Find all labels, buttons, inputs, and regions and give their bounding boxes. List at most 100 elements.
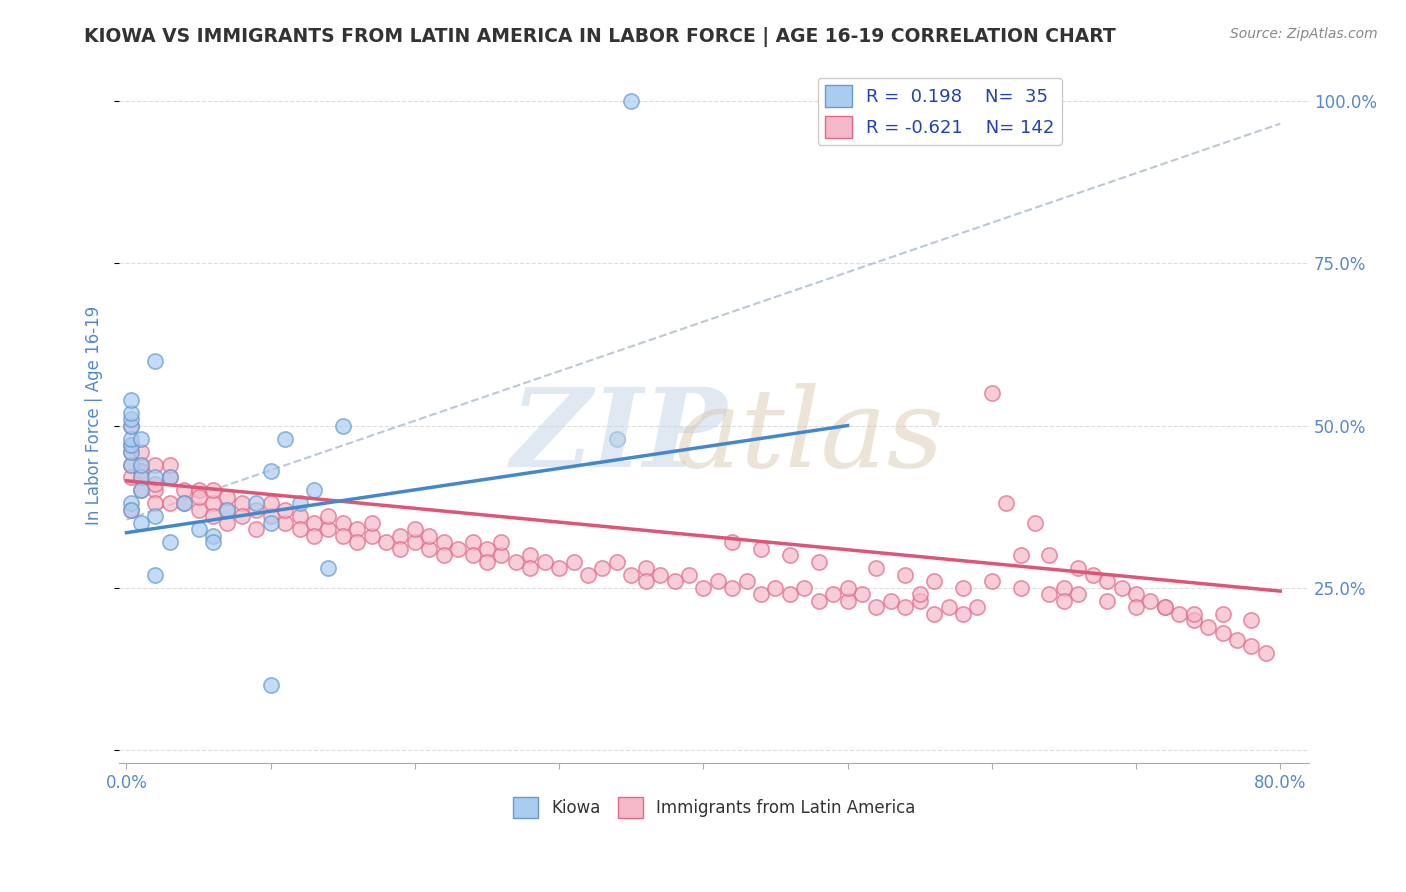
Point [129, 458, 152, 472]
Point [749, 541, 772, 556]
Point [1212, 607, 1234, 621]
Point [995, 496, 1018, 510]
Point [765, 581, 787, 595]
Point [389, 541, 412, 556]
Point [433, 549, 456, 563]
Point [721, 535, 744, 549]
Point [187, 503, 209, 517]
Point [318, 561, 340, 575]
Point [475, 541, 498, 556]
Point [217, 503, 239, 517]
Point [908, 594, 931, 608]
Point [1197, 620, 1219, 634]
Point [1024, 516, 1046, 530]
Point [120, 496, 142, 510]
Point [143, 458, 166, 472]
Point [217, 516, 239, 530]
Point [880, 594, 903, 608]
Point [807, 555, 830, 569]
Point [120, 444, 142, 458]
Point [648, 567, 671, 582]
Point [302, 483, 325, 498]
Point [129, 470, 152, 484]
Point [447, 541, 470, 556]
Point [202, 509, 225, 524]
Point [461, 535, 484, 549]
Point [519, 549, 541, 563]
Point [865, 600, 887, 615]
Point [318, 523, 340, 537]
Point [318, 509, 340, 524]
Point [1168, 607, 1191, 621]
Point [217, 490, 239, 504]
Y-axis label: In Labor Force | Age 16-19: In Labor Force | Age 16-19 [86, 306, 103, 525]
Point [634, 561, 657, 575]
Point [120, 458, 142, 472]
Point [129, 432, 152, 446]
Point [1038, 549, 1060, 563]
Point [634, 574, 657, 589]
Point [1095, 574, 1118, 589]
Point [952, 581, 974, 595]
Point [120, 444, 142, 458]
Text: ZIP: ZIP [510, 383, 727, 491]
Point [274, 503, 297, 517]
Point [1240, 613, 1263, 627]
Point [129, 483, 152, 498]
Point [159, 535, 181, 549]
Point [143, 496, 166, 510]
Point [591, 561, 613, 575]
Point [1153, 600, 1175, 615]
Point [260, 496, 283, 510]
Point [433, 535, 456, 549]
Point [260, 509, 283, 524]
Point [159, 458, 181, 472]
Point [332, 418, 354, 433]
Point [217, 503, 239, 517]
Point [1067, 587, 1090, 601]
Legend: Kiowa, Immigrants from Latin America: Kiowa, Immigrants from Latin America [506, 790, 922, 824]
Point [231, 509, 253, 524]
Point [491, 535, 513, 549]
Point [274, 432, 297, 446]
Text: Source: ZipAtlas.com: Source: ZipAtlas.com [1230, 27, 1378, 41]
Point [837, 594, 859, 608]
Point [807, 594, 830, 608]
Point [793, 581, 815, 595]
Point [749, 587, 772, 601]
Point [360, 529, 382, 543]
Point [159, 470, 181, 484]
Point [1111, 581, 1133, 595]
Point [129, 444, 152, 458]
Point [202, 535, 225, 549]
Point [1095, 594, 1118, 608]
Point [245, 503, 267, 517]
Point [721, 581, 744, 595]
Point [143, 470, 166, 484]
Point [922, 607, 945, 621]
Point [143, 477, 166, 491]
Point [620, 567, 643, 582]
Point [678, 567, 700, 582]
Point [1153, 600, 1175, 615]
Point [606, 432, 628, 446]
Point [346, 523, 368, 537]
Point [938, 600, 960, 615]
Point [129, 483, 152, 498]
Point [202, 496, 225, 510]
Point [129, 458, 152, 472]
Point [129, 470, 152, 484]
Point [120, 503, 142, 517]
Point [231, 496, 253, 510]
Point [1038, 587, 1060, 601]
Point [332, 516, 354, 530]
Point [980, 386, 1002, 401]
Point [620, 94, 643, 108]
Point [1010, 549, 1032, 563]
Point [120, 470, 142, 484]
Point [274, 516, 297, 530]
Point [120, 418, 142, 433]
Point [173, 496, 195, 510]
Point [159, 470, 181, 484]
Point [1139, 594, 1161, 608]
